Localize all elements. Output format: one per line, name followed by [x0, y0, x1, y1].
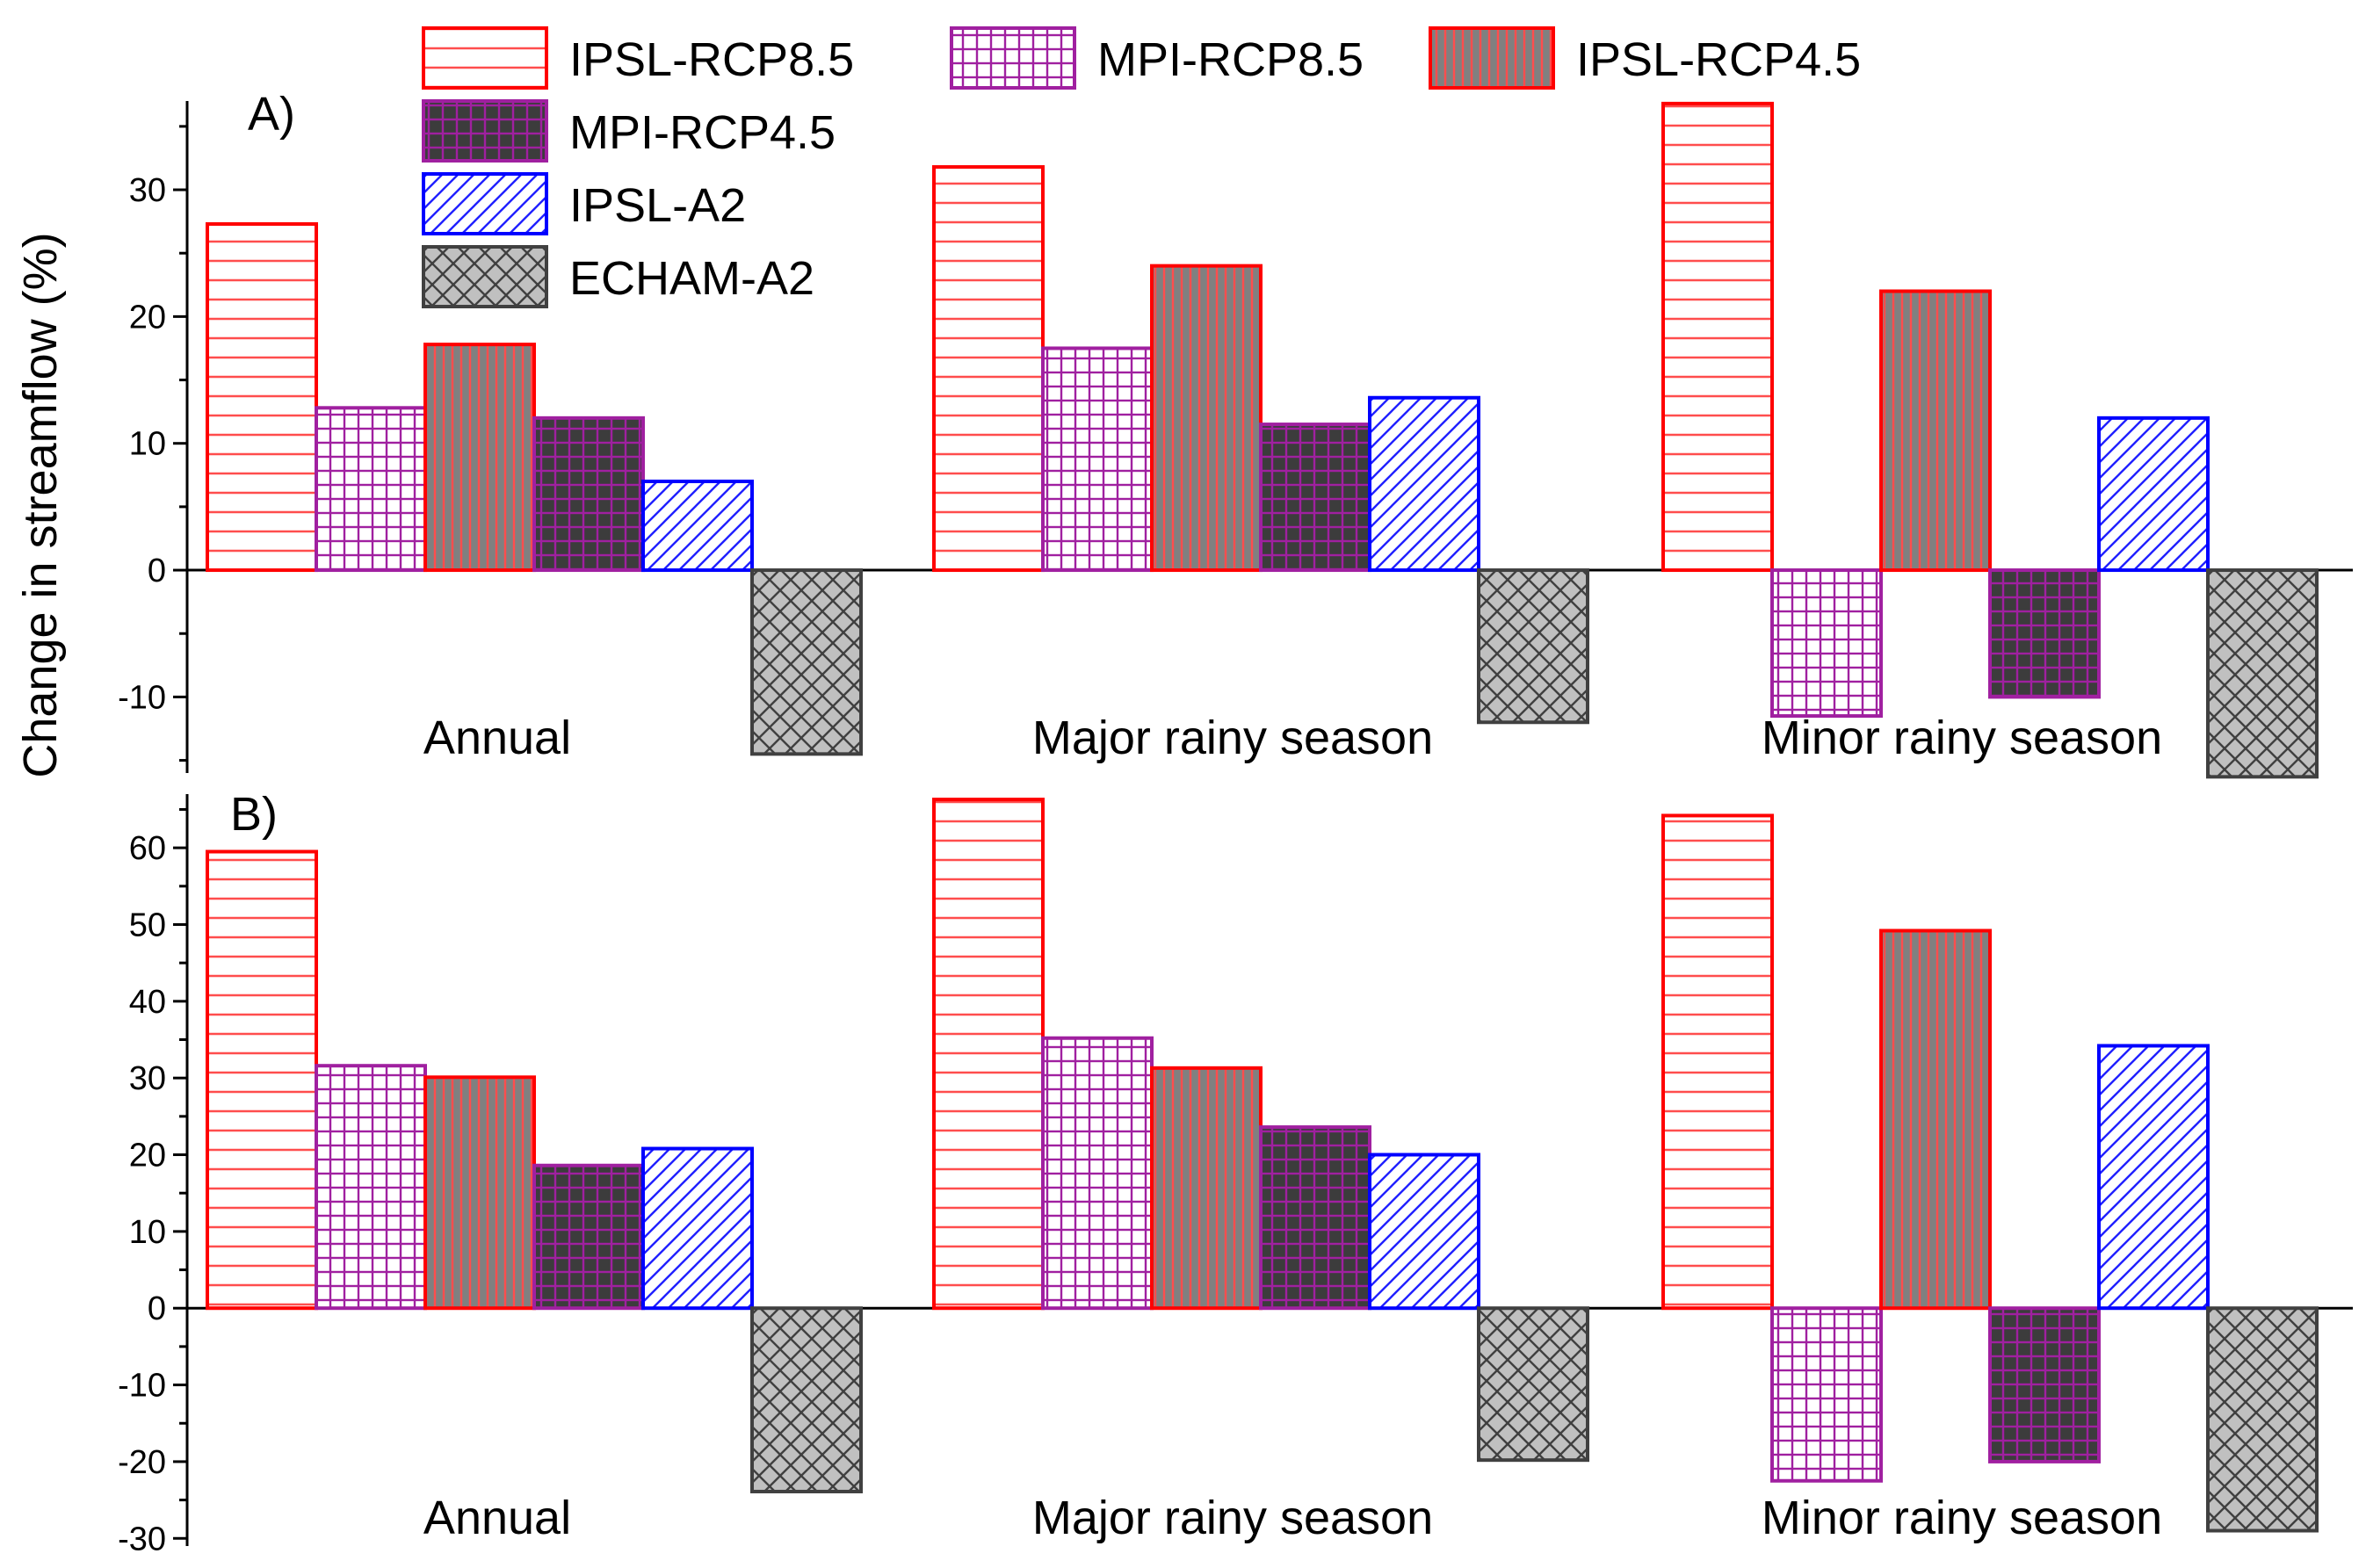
bar-ipsl-a2-minor-rainy-season [2097, 415, 2210, 573]
bar-mpi-rcp8-5-annual [315, 1064, 427, 1311]
category-label-minor-rainy-season: Minor rainy season [1762, 712, 2162, 764]
bar-ipsl-a2-minor-rainy-season [2097, 1044, 2210, 1311]
legend-item-echam-a2: ECHAM-A2 [422, 245, 814, 308]
legend: IPSL-RCP8.5 MPI-RCP8.5 IPSL-RCP4.5 MPI-RCP4… [422, 26, 1861, 308]
legend-label: ECHAM-A2 [569, 252, 814, 305]
legend-swatch [1429, 26, 1555, 90]
legend-label: IPSL-RCP8.5 [569, 33, 854, 86]
bar-echam-a2-major-rainy-season [1477, 568, 1589, 725]
y-tick-label: 30 [129, 172, 166, 209]
y-tick-label: -30 [118, 1521, 166, 1557]
panels-layer: -10 0 10 20 30 A) Annual Major rainy season Mino… [118, 88, 2353, 1557]
legend-item-ipsl-rcp4-5: IPSL-RCP4.5 [1429, 26, 1861, 90]
bar-ipsl-rcp8-5-minor-rainy-season [1661, 101, 1774, 573]
legend-swatch [422, 99, 548, 163]
bar-ipsl-rcp4-5-annual [423, 343, 536, 573]
bar-echam-a2-minor-rainy-season [2206, 1306, 2319, 1533]
bar-mpi-rcp8-5-minor-rainy-season [1770, 568, 1883, 719]
category-label-major-rainy-season: Major rainy season [1032, 712, 1433, 764]
y-tick-label: -10 [118, 679, 166, 716]
y-tick-label: 60 [129, 830, 166, 867]
bar-echam-a2-annual [750, 568, 863, 756]
category-label-annual: Annual [423, 1492, 571, 1544]
bar-ipsl-rcp4-5-minor-rainy-season [1879, 289, 1992, 573]
legend-label: MPI-RCP8.5 [1097, 33, 1364, 86]
legend-item-ipsl-a2: IPSL-A2 [422, 172, 746, 235]
bar-mpi-rcp4-5-major-rainy-season [1259, 1125, 1371, 1311]
bar-mpi-rcp4-5-major-rainy-season [1259, 423, 1371, 573]
bar-ipsl-rcp4-5-annual [423, 1075, 536, 1311]
bar-mpi-rcp8-5-major-rainy-season [1041, 1036, 1154, 1311]
legend-item-mpi-rcp8-5: MPI-RCP8.5 [950, 26, 1364, 90]
y-tick-label: 40 [129, 984, 166, 1021]
y-tick-label: -20 [118, 1444, 166, 1481]
bar-ipsl-a2-major-rainy-season [1368, 1153, 1480, 1311]
legend-label: MPI-RCP4.5 [569, 106, 836, 159]
bar-ipsl-a2-annual [641, 480, 754, 573]
y-tick-label: 0 [148, 553, 166, 589]
bar-echam-a2-annual [750, 1306, 863, 1493]
bar-mpi-rcp4-5-annual [532, 1163, 645, 1311]
bar-mpi-rcp4-5-minor-rainy-season [1988, 1306, 2101, 1463]
y-tick-label: 10 [129, 426, 166, 463]
y-axis-label: Change in streamflow (%) [14, 232, 67, 777]
category-label-annual: Annual [423, 712, 571, 764]
panel-label: B) [230, 788, 278, 841]
panel-a: -10 0 10 20 30 A) Annual Major rainy season Mino… [118, 88, 2353, 779]
category-label-minor-rainy-season: Minor rainy season [1762, 1492, 2162, 1544]
bar-echam-a2-major-rainy-season [1477, 1306, 1589, 1463]
category-label-major-rainy-season: Major rainy season [1032, 1492, 1433, 1544]
y-tick-label: 50 [129, 907, 166, 943]
legend-swatch [950, 26, 1076, 90]
panel-label: A) [248, 88, 295, 141]
legend-swatch [422, 26, 548, 90]
y-tick-label: -10 [118, 1368, 166, 1405]
bar-mpi-rcp8-5-minor-rainy-season [1770, 1306, 1883, 1483]
y-tick-label: 20 [129, 299, 166, 336]
bar-ipsl-rcp8-5-minor-rainy-season [1661, 813, 1774, 1311]
bar-ipsl-rcp8-5-annual [206, 849, 318, 1311]
bar-ipsl-a2-major-rainy-season [1368, 395, 1480, 573]
bar-echam-a2-minor-rainy-season [2206, 568, 2319, 779]
bar-mpi-rcp4-5-annual [532, 415, 645, 573]
bar-ipsl-rcp8-5-major-rainy-season [932, 165, 1045, 573]
bar-ipsl-rcp4-5-major-rainy-season [1150, 264, 1263, 573]
legend-item-mpi-rcp4-5: MPI-RCP4.5 [422, 99, 836, 163]
bar-ipsl-rcp4-5-major-rainy-season [1150, 1066, 1263, 1311]
bar-mpi-rcp4-5-minor-rainy-season [1988, 568, 2101, 699]
bar-mpi-rcp8-5-major-rainy-season [1041, 346, 1154, 573]
y-tick-label: 30 [129, 1060, 166, 1097]
legend-item-ipsl-rcp8-5: IPSL-RCP8.5 [422, 26, 854, 90]
legend-swatch [422, 245, 548, 308]
y-tick-label: 0 [148, 1290, 166, 1327]
legend-label: IPSL-RCP4.5 [1576, 33, 1861, 86]
y-tick-label: 10 [129, 1214, 166, 1251]
bar-ipsl-rcp8-5-annual [206, 222, 318, 573]
bar-ipsl-rcp4-5-minor-rainy-season [1879, 929, 1992, 1311]
legend-label: IPSL-A2 [569, 179, 746, 232]
panel-b: -30 -20 -10 0 10 20 30 40 50 60 B) Annual Major rain… [118, 788, 2353, 1557]
bar-ipsl-rcp8-5-major-rainy-season [932, 798, 1045, 1311]
bar-mpi-rcp8-5-annual [315, 406, 427, 573]
bar-ipsl-a2-annual [641, 1146, 754, 1311]
legend-swatch [422, 172, 548, 235]
y-tick-label: 20 [129, 1138, 166, 1174]
